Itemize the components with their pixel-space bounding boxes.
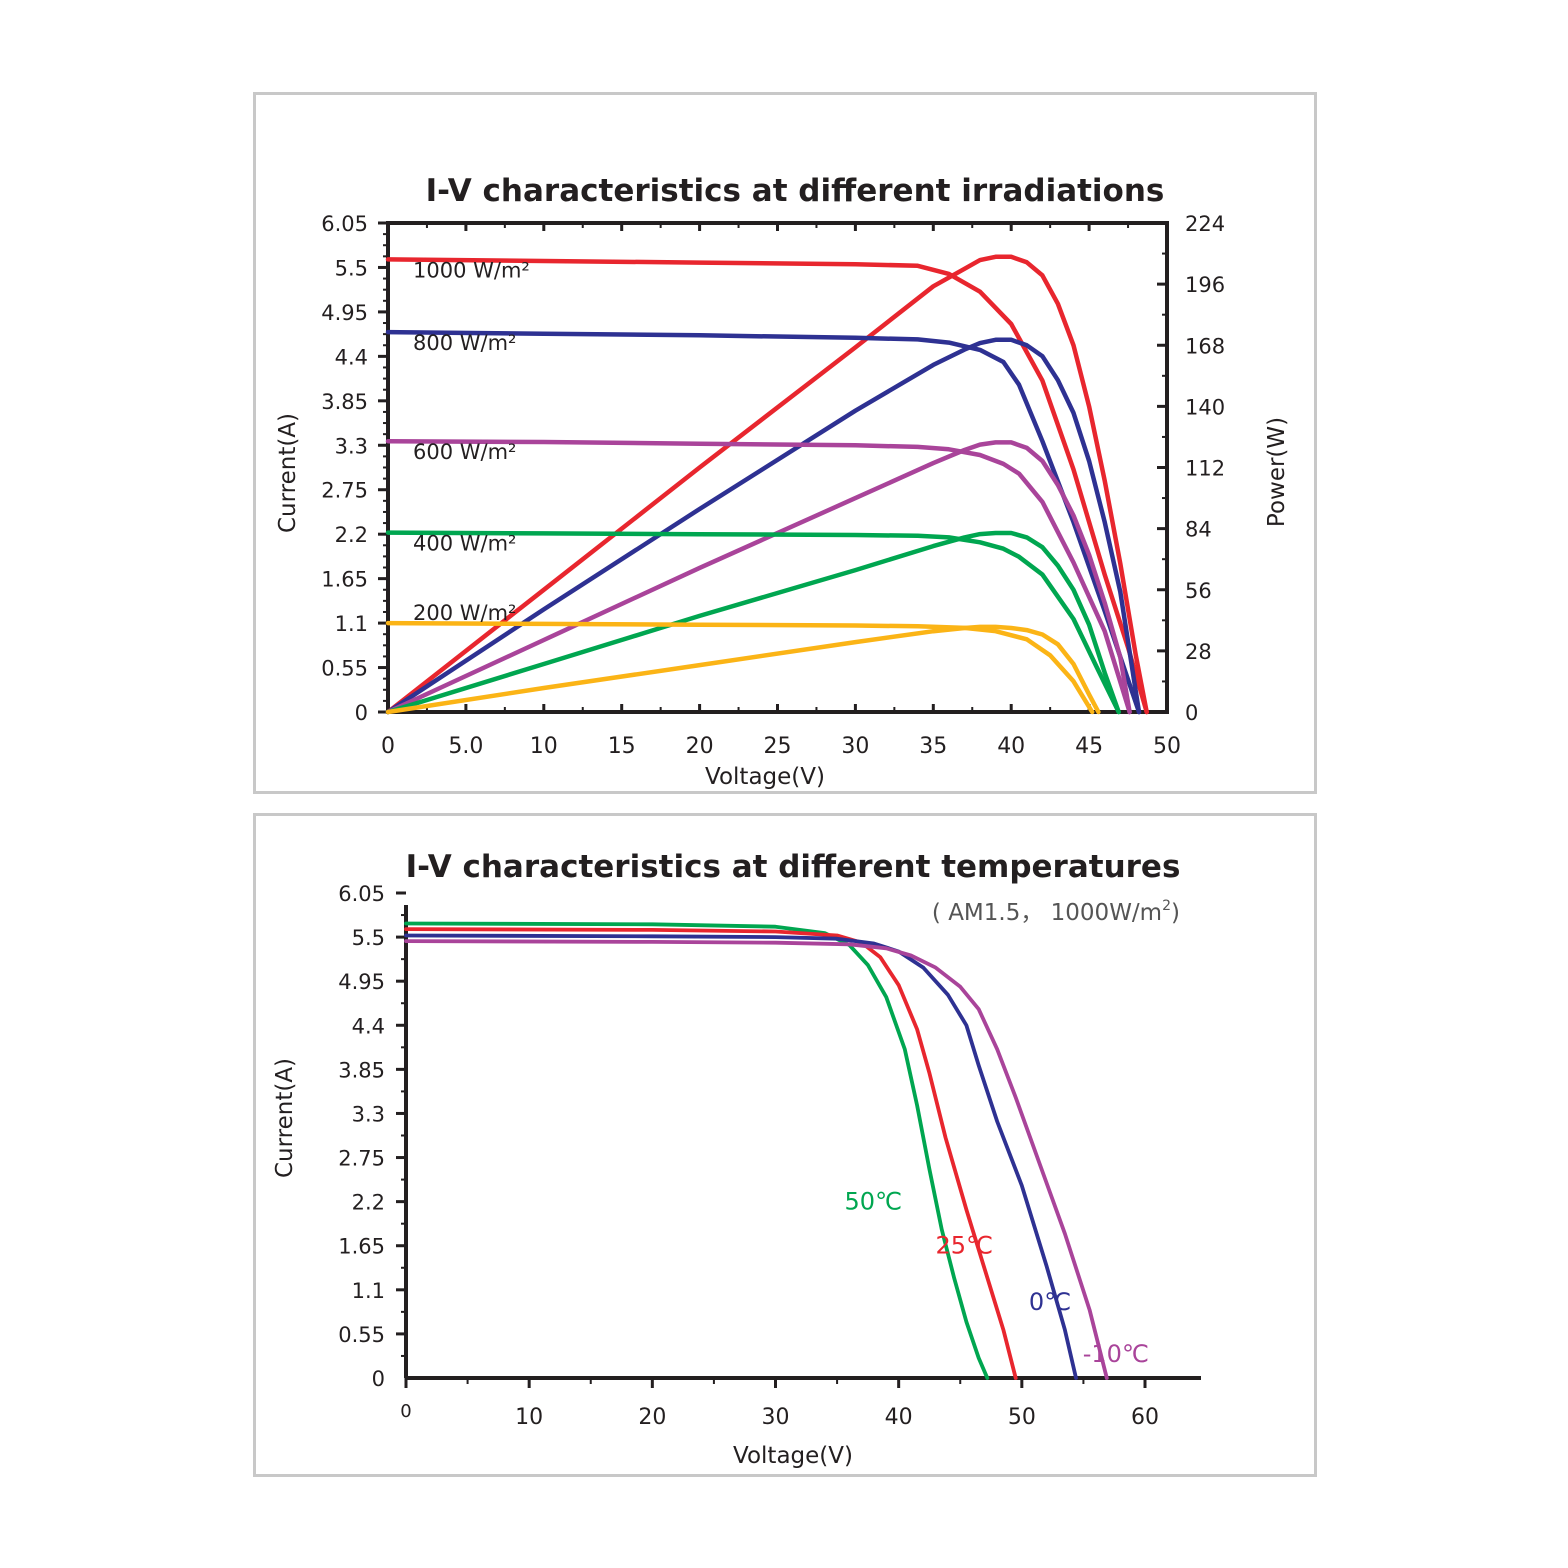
- chart1-y2-tick-label: 196: [1185, 273, 1225, 297]
- chart1-y-tick-label: 4.4: [335, 345, 368, 369]
- chart1-x-tick-label: 0: [381, 734, 395, 759]
- chart2-x-tick-label: 20: [638, 1405, 666, 1430]
- chart2-line-3: [404, 939, 1109, 1380]
- chart2-y-tick-label: 6.05: [338, 882, 385, 906]
- chart2-subtitle: ( AM1.5， 1000W/m2): [932, 898, 1180, 926]
- chart2-x-tick-label: 50: [1008, 1405, 1036, 1430]
- chart1-iv-line-0: [385, 257, 1149, 715]
- chart1-y2-tick-label: 56: [1185, 579, 1212, 603]
- chart1-y2-tick-label: 0: [1185, 701, 1198, 725]
- chart1-y-tick-label: 3.85: [321, 390, 368, 414]
- chart1-power-line-3: [385, 530, 1121, 715]
- chart1-power-line-2: [385, 440, 1132, 715]
- chart1-y2-tick-label: 168: [1185, 334, 1225, 358]
- chart1-y-tick-label: 2.2: [335, 523, 368, 547]
- chart1-x-tick-label: 35: [919, 734, 947, 759]
- chart2-y-tick-label: 0: [372, 1367, 385, 1391]
- chart1-xlabel: Voltage(V): [705, 764, 825, 790]
- chart1-y2-tick-label: 84: [1185, 518, 1212, 542]
- chart2-line-2: [404, 933, 1078, 1380]
- chart1-y2-tick-label: 112: [1185, 457, 1225, 481]
- chart2-curve-label-0: 50℃: [845, 1188, 903, 1216]
- chart1-iv-line-4: [385, 620, 1095, 715]
- chart2-line-0: [404, 921, 990, 1380]
- chart2-y-tick-label: 5.5: [352, 926, 385, 950]
- chart1-x-tick-label: 5.0: [448, 734, 483, 759]
- chart1-series-label-0: 1000 W/m²: [413, 258, 530, 282]
- chart2-x-tick-label: 40: [885, 1405, 913, 1430]
- chart1-power-line-0: [385, 254, 1149, 715]
- chart1-y-tick-label: 2.75: [321, 479, 368, 503]
- chart2-x-tick-label: 30: [762, 1405, 790, 1430]
- chart1-y-tick-label: 1.65: [321, 568, 368, 592]
- chart1-x-tick-label: 30: [841, 734, 869, 759]
- chart2-subtitle-text: ( AM1.5， 1000W/m: [932, 900, 1162, 926]
- chart1-y-tick-label: 0: [355, 701, 368, 725]
- chart2-line-1: [404, 927, 1018, 1380]
- chart1-y-tick-label: 0.55: [321, 657, 368, 681]
- chart1-y-tick-label: 1.1: [335, 612, 368, 636]
- chart2-xlabel: Voltage(V): [733, 1443, 853, 1469]
- chart1-series-lines: [385, 254, 1149, 715]
- chart1-y-tick-label: 5.5: [335, 256, 368, 280]
- chart2-x-tick-label: 10: [515, 1405, 543, 1430]
- chart2-subtitle-sup: 2: [1162, 898, 1171, 914]
- chart2-y-tick-label: 1.65: [338, 1235, 385, 1259]
- chart1-power-line-4: [385, 624, 1101, 715]
- chart1-x-tick-label: 25: [764, 734, 792, 759]
- chart2-curve-label-1: 25℃: [935, 1232, 993, 1260]
- chart2-ylabel: Current(A): [272, 1058, 298, 1178]
- chart2-axes: 0 0.55 1.1 1.65 2.2 2.75 3.3 3.85 4.4 4.95 5.5 6.05…: [338, 882, 1201, 1430]
- chart1-x-tick-label: 10: [530, 734, 558, 759]
- chart2-y-tick-label: 3.3: [352, 1102, 385, 1126]
- chart2-y-tick-label: 1.1: [352, 1279, 385, 1303]
- chart2-curve-label-3: -10℃: [1083, 1340, 1149, 1368]
- chart1-title: I-V characteristics at different irradia…: [426, 173, 1165, 209]
- chart1-iv-line-3: [385, 530, 1121, 715]
- chart1-x-tick-label: 40: [997, 734, 1025, 759]
- chart1-series-label-4: 200 W/m²: [413, 601, 516, 625]
- chart2-y-tick-label: 0.55: [338, 1323, 385, 1347]
- chart2-curve-labels: 50℃ 25℃ 0℃ -10℃: [845, 1188, 1149, 1368]
- chart2-y-tick-label: 2.75: [338, 1147, 385, 1171]
- chart1-series-label-3: 400 W/m²: [413, 532, 516, 556]
- chart2-curve-label-2: 0℃: [1029, 1288, 1071, 1316]
- chart1-x-tick-label: 45: [1075, 734, 1103, 759]
- chart1-series-label-1: 800 W/m²: [413, 331, 516, 355]
- chart2-x-tick-label: 60: [1131, 1405, 1159, 1430]
- chart1-series-label-2: 600 W/m²: [413, 440, 516, 464]
- chart1-x-tick-label: 15: [608, 734, 636, 759]
- chart2-subtitle-end: ): [1171, 900, 1180, 926]
- chart2-title: I-V characteristics at different tempera…: [406, 849, 1181, 885]
- chart1-x-tick-label: 50: [1153, 734, 1181, 759]
- chart1-iv-line-2: [385, 438, 1132, 715]
- chart1-ylabel: Current(A): [275, 413, 301, 533]
- chart1-x-tick-label: 20: [686, 734, 714, 759]
- chart2-x-tick-label: 0: [400, 1401, 411, 1422]
- chart1-y2-tick-label: 28: [1185, 640, 1212, 664]
- chart1-y-tick-label: 6.05: [321, 212, 368, 236]
- chart2-y-tick-label: 3.85: [338, 1058, 385, 1082]
- chart1-y2-tick-label: 140: [1185, 395, 1225, 419]
- chart1-iv-line-1: [385, 329, 1142, 715]
- chart1-y-tick-label: 3.3: [335, 434, 368, 458]
- chart1-y-tick-label: 4.95: [321, 301, 368, 325]
- chart1-axes: 0 0.55 1.1 1.65 2.2 2.75 3.3 3.85 4.4 4.95 5.5 6.05…: [321, 212, 1225, 759]
- chart2-series-lines: [404, 921, 1109, 1380]
- chart1-y2-tick-label: 224: [1185, 212, 1225, 236]
- chart2-y-tick-label: 4.4: [352, 1014, 385, 1038]
- chart1-y2label: Power(W): [1264, 417, 1290, 527]
- chart2-y-tick-label: 4.95: [338, 970, 385, 994]
- chart2-y-tick-label: 2.2: [352, 1191, 385, 1215]
- chart1-series-labels: 1000 W/m² 800 W/m² 600 W/m² 400 W/m² 200 W/m…: [413, 258, 530, 625]
